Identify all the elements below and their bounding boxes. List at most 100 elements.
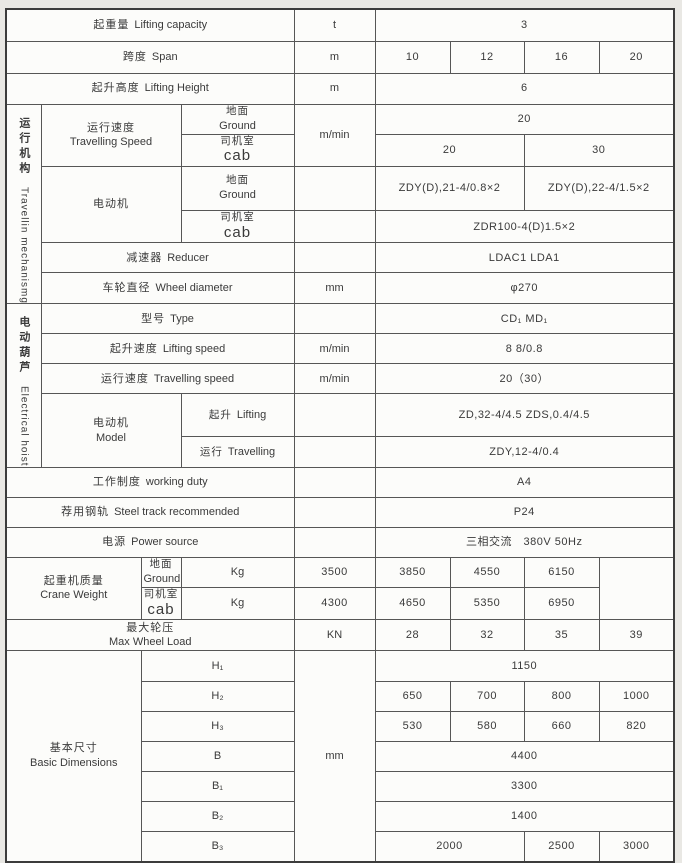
crane-weight-ground-value-1: 3500 [293,556,376,588]
lifting-height-value: 6 [374,72,675,105]
row-hoist-motor-travelling: 运行 Travelling ZDY,12-4/0.4 [6,435,675,468]
dim-b1-label: B₁ [140,771,295,802]
travel-speed-label: 运行速度 Travelling Speed [40,103,182,167]
crane-weight-label: 起重机质量 Crane Weight [5,556,142,621]
span-value-2: 12 [449,40,525,74]
row-wheel-diameter: 车轮直径 Wheel diameter mm φ270 [6,272,675,305]
hoist-lifting-speed-value: 8 8/0.8 [374,333,675,365]
dim-b2-label: B₂ [140,801,295,832]
row-dim-h1: 基本尺寸 Basic Dimensions H₁ mm 1150 [5,650,675,862]
hoist-travelling-speed-label: 运行速度 Travelling speed [40,363,295,395]
hoist-travelling-speed-unit: m/min [293,363,376,395]
mech-motor-ground-value-1: ZDY(D),21-4/0.8×2 [374,165,525,212]
hoist-motor-travelling-value: ZDY,12-4/0.4 [374,435,675,468]
span-label: 跨度 Span [5,40,295,74]
row-dim-h2: H₂ 650 700 800 1000 [6,681,675,712]
row-lifting-height: 起升高度 Lifting Height m 6 [5,72,675,105]
crane-weight-cab-value-4: 6950 [523,586,600,621]
section-travelling-mechanism: 运行机构 Travellin mechanismg [5,103,42,305]
hoist-type-label: 型号 Type [40,303,295,335]
row-mech-motor-cab: 司机室 cab ZDR100-4(D)1.5×2 [6,210,675,244]
span-value-3: 16 [523,40,600,74]
travel-speed-ground-value: 20 [374,103,675,135]
crane-weight-cab-label: 司机室 cab [140,586,182,621]
dim-b-label: B [140,741,295,772]
mech-motor-ground-value-2: ZDY(D),22-4/1.5×2 [523,165,675,212]
steel-track-value: P24 [374,496,675,528]
lifting-height-label: 起升高度 Lifting Height [5,72,295,105]
crane-weight-cab-value-3: 5350 [449,586,525,621]
crane-weight-ground-value-2: 3850 [374,556,451,588]
wheel-diameter-label: 车轮直径 Wheel diameter [40,272,295,305]
hoist-type-value: CD₁ MD₁ [374,303,675,335]
mech-motor-ground-label: 地面 Ground [180,165,295,212]
dim-h3-value-2: 580 [449,711,525,742]
steel-track-label: 荐用钢轨 Steel track recommended [5,496,295,528]
hoist-motor-travelling-label: 运行 Travelling [180,435,295,468]
dimensions-label: 基本尺寸 Basic Dimensions [5,650,142,862]
travel-speed-unit: m/min [293,103,376,167]
row-span: 跨度 Span m 10 12 16 20 [5,40,675,74]
dim-h2-value-4: 1000 [598,681,675,712]
working-duty-label: 工作制度 working duty [5,466,295,498]
row-travel-speed-ground: 运行机构 Travellin mechanismg 运行速度 Travelling… [5,103,675,305]
dim-h3-value-1: 530 [374,711,451,742]
reducer-unit [293,242,376,274]
span-value-1: 10 [374,40,451,74]
power-source-label: 电源 Power source [5,526,295,558]
mech-motor-cab-unit [293,210,376,244]
dim-h1-label: H₁ [140,650,295,682]
working-duty-value: A4 [374,466,675,498]
power-source-unit [293,526,376,558]
dim-h3-label: H₃ [140,711,295,742]
dim-h3-value-4: 820 [598,711,675,742]
reducer-label: 减速器 Reducer [40,242,295,274]
row-steel-track: 荐用钢轨 Steel track recommended P24 [5,496,675,528]
crane-weight-cab-value-2: 4650 [374,586,451,621]
wheel-diameter-value: φ270 [374,272,675,305]
crane-weight-cab-value-1: 4300 [293,586,376,621]
crane-spec-table: 起重量 Lifting capacity t 3 跨度 Span m 10 12 1… [5,8,676,863]
dim-b3-value-1: 2000 [374,831,525,862]
hoist-motor-lifting-unit [293,393,376,437]
dim-h1-value: 1150 [374,650,675,682]
row-travel-speed-cab: 司机室 cab 20 30 [6,133,675,167]
row-working-duty: 工作制度 working duty A4 [5,466,675,498]
crane-weight-ground-unit: Kg [180,556,295,588]
dim-h3-value-3: 660 [523,711,600,742]
row-power-source: 电源 Power source 三相交流 380V 50Hz [5,526,675,558]
dim-b3-label: B₃ [140,831,295,862]
mech-motor-cab-value: ZDR100-4(D)1.5×2 [374,210,675,244]
dim-b1-value: 3300 [374,771,675,802]
hoist-motor-lifting-value: ZD,32-4/4.5 ZDS,0.4/4.5 [374,393,675,437]
row-lifting-capacity: 起重量 Lifting capacity t 3 [5,8,675,42]
mech-motor-label: 电动机 [40,165,182,244]
lifting-capacity-unit: t [293,8,376,42]
power-source-value: 三相交流 380V 50Hz [374,526,675,558]
lifting-height-unit: m [293,72,376,105]
dimensions-unit: mm [293,650,376,862]
max-wheel-load-unit: KN [293,619,376,651]
row-crane-weight-ground: 起重机质量 Crane Weight 地面 Ground Kg 3500 3850 … [5,556,674,621]
dim-h2-value-3: 800 [523,681,600,712]
row-dim-b2: B₂ 1400 [6,801,675,832]
row-max-wheel-load: 最大轮压 Max Wheel Load KN 28 32 35 39 [5,619,675,651]
row-mech-motor-ground: 电动机 地面 Ground ZDY(D),21-4/0.8×2 ZDY(D),22… [6,165,675,244]
dim-b2-value: 1400 [374,801,675,832]
electrical-hoist-strip: 电动葫芦 Electrical hoist [17,316,30,467]
travel-speed-cab-value-2: 30 [523,133,675,167]
row-hoist-travelling-speed: 运行速度 Travelling speed m/min 20（30） [6,363,675,395]
row-hoist-lifting-speed: 起升速度 Lifting speed m/min 8 8/0.8 [6,333,675,365]
row-dim-b: B 4400 [6,741,675,772]
max-wheel-load-value-1: 28 [374,619,451,651]
dim-b3-value-2: 2500 [523,831,600,862]
reducer-value: LDAC1 LDA1 [374,242,675,274]
span-value-4: 20 [598,40,675,74]
dim-h2-value-2: 700 [449,681,525,712]
dim-b-value: 4400 [374,741,675,772]
max-wheel-load-value-4: 39 [598,619,675,651]
crane-weight-cab-unit: Kg [180,586,295,621]
row-hoist-type: 电动葫芦 Electrical hoist 型号 Type CD₁ MD₁ [5,303,675,468]
row-crane-weight-cab: 司机室 cab Kg 4300 4650 5350 6950 [6,586,674,621]
max-wheel-load-label: 最大轮压 Max Wheel Load [5,619,295,651]
